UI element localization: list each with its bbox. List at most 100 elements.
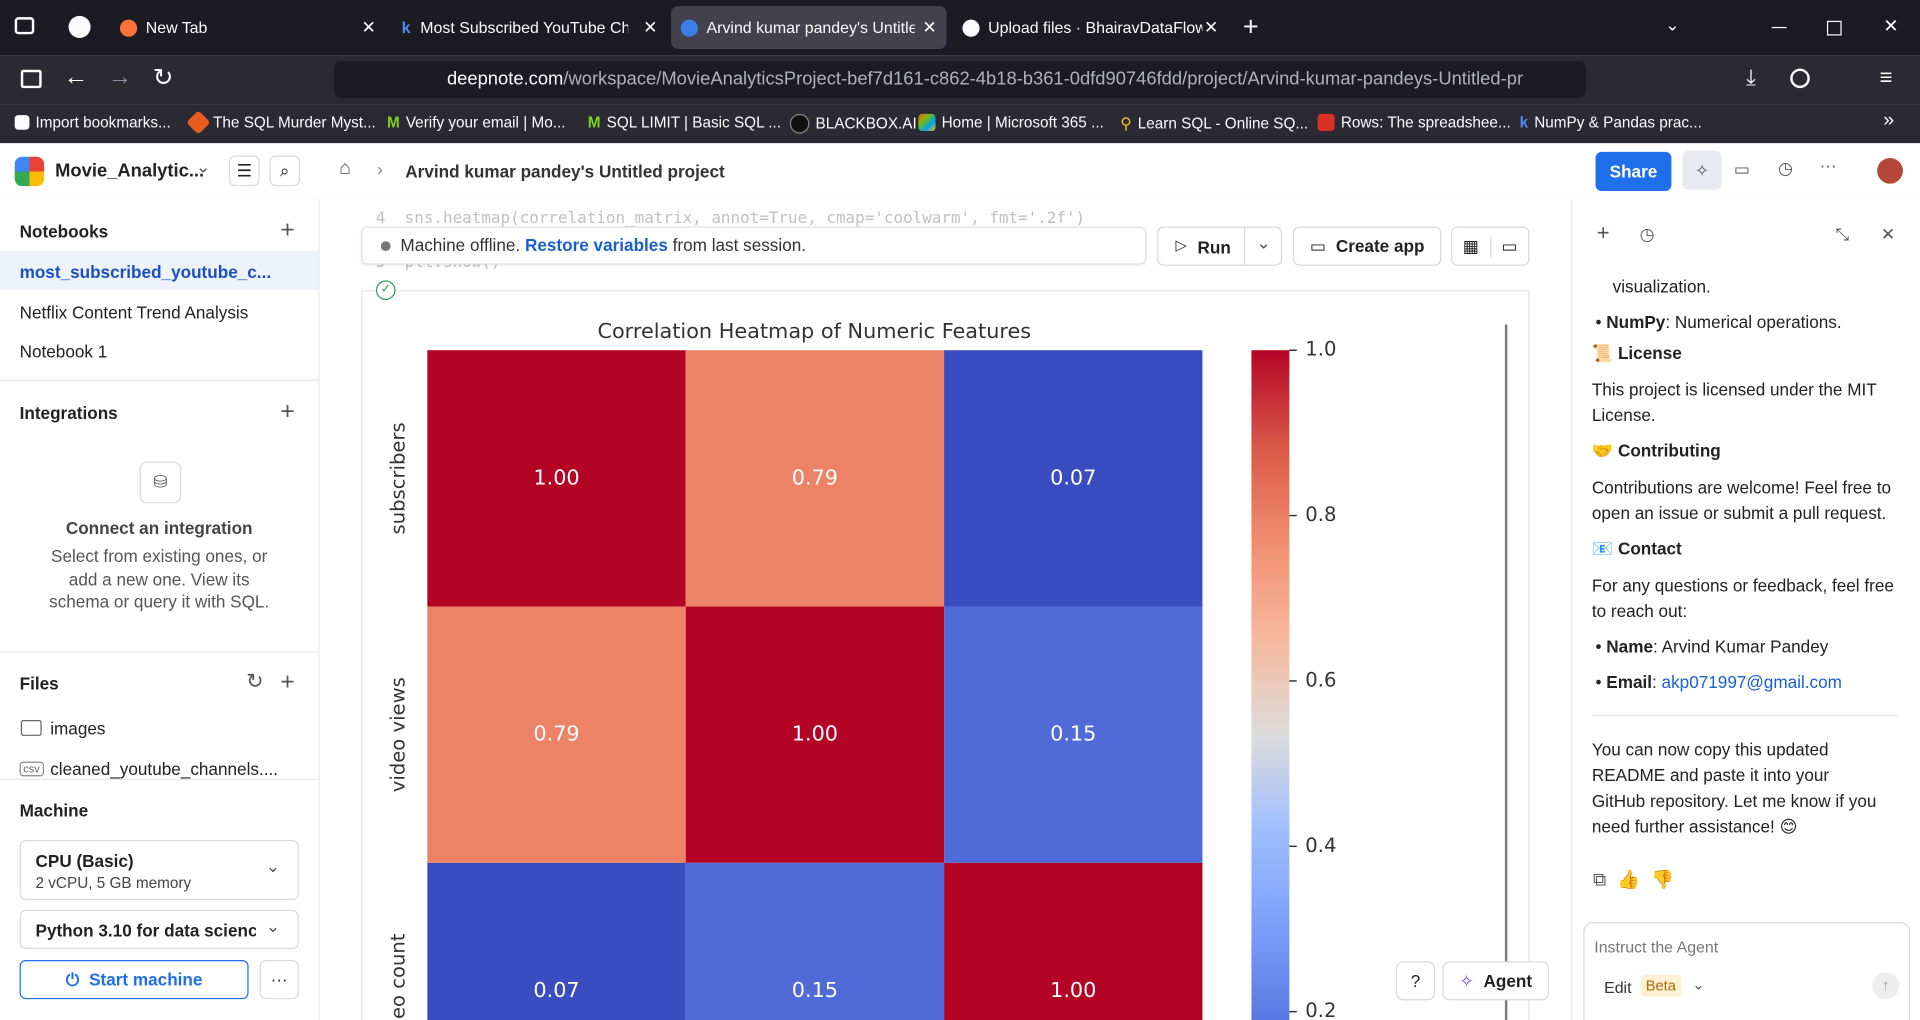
search[interactable]: ⌕: [269, 155, 300, 187]
bookmark-label: Rows: The spreadshee...: [1340, 113, 1511, 132]
notebook-item[interactable]: most_subscribed_youtube_c...: [19, 262, 272, 282]
restore[interactable]: [1826, 20, 1842, 36]
start-machine[interactable]: ⏻ Start machine: [19, 960, 249, 1000]
present[interactable]: ▭: [1489, 235, 1529, 257]
notebook-item[interactable]: Notebook 1: [19, 341, 108, 362]
section-title: Integrations: [19, 402, 118, 423]
comments[interactable]: ▭: [1733, 159, 1751, 179]
email-link[interactable]: akp071997@gmail.com: [1661, 672, 1842, 692]
agent-icon: ✧: [1459, 970, 1474, 990]
add-notebook[interactable]: +: [280, 216, 295, 244]
cpu-select[interactable]: CPU (Basic) 2 vCPU, 5 GB memory ⌄: [19, 840, 299, 900]
workspace-menu[interactable]: ⌄: [195, 156, 211, 177]
tab[interactable]: k Most Subscribed YouTube Chan ✕: [392, 6, 668, 49]
workspace-logo[interactable]: [14, 156, 45, 187]
create-app[interactable]: ▭ Create app: [1293, 226, 1442, 266]
new-chat[interactable]: +: [1596, 220, 1610, 245]
bookmark[interactable]: M SQL LIMIT | Basic SQL ...: [588, 114, 781, 131]
tab-icon: k: [401, 18, 411, 37]
message-heading: 📧 Contact: [1591, 538, 1682, 559]
home[interactable]: ⌂: [339, 157, 352, 179]
output-cell: [361, 290, 1530, 1020]
bookmark[interactable]: The SQL Murder Myst...: [186, 110, 376, 135]
bookmark[interactable]: Import bookmarks...: [14, 114, 171, 131]
run-menu[interactable]: ⌄: [1256, 232, 1271, 253]
bookmark[interactable]: k NumPy & Pandas prac...: [1520, 114, 1702, 131]
close-tab[interactable]: ✕: [922, 17, 937, 37]
bookmark[interactable]: Home | Microsoft 365 ...: [918, 113, 1104, 132]
close-tab[interactable]: ✕: [643, 17, 658, 37]
notebook-item[interactable]: Netflix Content Trend Analysis: [19, 302, 249, 323]
message-text: This project is licensed under the MIT L…: [1591, 379, 1877, 425]
close-tab[interactable]: ✕: [1203, 17, 1219, 37]
cell-label: 0.07: [1050, 465, 1096, 489]
help[interactable]: ?: [1395, 961, 1436, 1001]
tab-menu[interactable]: ⌄: [1665, 14, 1680, 35]
menu[interactable]: ≡: [1879, 64, 1893, 90]
add-file[interactable]: +: [280, 668, 295, 696]
github-icon[interactable]: [68, 15, 91, 38]
history[interactable]: ◷: [1777, 157, 1793, 178]
new-tab[interactable]: +: [1242, 11, 1259, 42]
back[interactable]: ←: [63, 63, 89, 91]
bookmark[interactable]: ⚲ Learn SQL - Online SQ...: [1120, 114, 1308, 132]
close-tab[interactable]: ✕: [361, 17, 376, 37]
chat-history[interactable]: ◷: [1639, 224, 1655, 244]
collapse[interactable]: ⤡: [1835, 224, 1850, 244]
sidebar-toggle[interactable]: [20, 69, 42, 89]
send[interactable]: ↑: [1872, 972, 1900, 1000]
more-bookmarks[interactable]: »: [1883, 110, 1895, 132]
agent-button[interactable]: ✧ Agent: [1442, 961, 1549, 1001]
env-select[interactable]: Python 3.10 for data science ⌄: [19, 909, 299, 949]
close-window[interactable]: ✕: [1883, 15, 1899, 37]
tab-title: New Tab: [145, 18, 208, 37]
active-notebook-bg: [0, 251, 319, 291]
status-dot: [380, 241, 391, 252]
agent-toggle[interactable]: ✧: [1682, 150, 1722, 190]
tab[interactable]: Upload files · BhairavDataFlow/r ✕: [953, 6, 1229, 49]
add-integration[interactable]: +: [280, 397, 295, 425]
more[interactable]: ···: [1819, 155, 1837, 176]
run-button[interactable]: Run: [1197, 237, 1231, 258]
url-bar[interactable]: deepnote.com/workspace/MovieAnalyticsPro…: [334, 61, 1586, 98]
colorbar-tick-label: 0.8: [1305, 503, 1336, 526]
machine-more[interactable]: ···: [259, 960, 299, 1000]
github-icon: [962, 18, 980, 37]
bookmark-label: NumPy & Pandas prac...: [1534, 113, 1702, 132]
account[interactable]: [1790, 68, 1810, 89]
mode-select[interactable]: Edit: [1604, 978, 1632, 997]
cell-label: 1.00: [1050, 978, 1096, 1002]
tab[interactable]: New Tab ✕: [110, 6, 386, 49]
message-actions[interactable]: ⧉👍👎: [1593, 869, 1685, 891]
divider: [1591, 715, 1898, 717]
file-item[interactable]: images: [50, 718, 106, 739]
bookmark[interactable]: Rows: The spreadshee...: [1317, 113, 1511, 132]
schedule[interactable]: ▦: [1462, 235, 1480, 256]
bookmark-label: Learn SQL - Online SQ...: [1137, 114, 1309, 132]
workspace-name[interactable]: Movie_Analytic...: [55, 160, 205, 182]
tab-active[interactable]: Arvind kumar pandey's Untitled ✕: [671, 6, 947, 49]
divider: [0, 778, 319, 780]
project-title[interactable]: Arvind kumar pandey's Untitled project: [405, 161, 725, 182]
toggle-sidebar[interactable]: ☰: [228, 155, 260, 187]
folder-icon: [20, 720, 42, 736]
avatar[interactable]: [1877, 157, 1903, 184]
minimize[interactable]: [1771, 26, 1787, 29]
message-heading: 🤝 Contributing: [1591, 440, 1721, 461]
code-text: sns.heatmap(correlation_matrix, annot=Tr…: [404, 209, 1086, 228]
tab-list-icon[interactable]: [14, 17, 35, 35]
downloads[interactable]: ⤓: [1746, 64, 1756, 90]
restore-link[interactable]: Restore variables: [524, 235, 668, 255]
section-title: Files: [19, 673, 59, 694]
reload[interactable]: ↻: [153, 64, 174, 92]
refresh-files[interactable]: ↻: [246, 669, 264, 694]
section-title: Machine: [19, 800, 89, 821]
share-button[interactable]: Share: [1595, 151, 1672, 192]
tab-title: Upload files · BhairavDataFlow/r: [988, 18, 1203, 37]
bookmark[interactable]: M Verify your email | Mo...: [387, 114, 566, 131]
agent-input[interactable]: Instruct the Agent Edit Beta ⌄ ↑: [1583, 922, 1911, 1020]
bullet: • NumPy: Numerical operations.: [1595, 312, 1842, 332]
bookmark[interactable]: BLACKBOX.AI: [789, 113, 917, 134]
close-panel[interactable]: ✕: [1880, 224, 1896, 244]
file-item[interactable]: cleaned_youtube_channels....: [50, 759, 279, 779]
